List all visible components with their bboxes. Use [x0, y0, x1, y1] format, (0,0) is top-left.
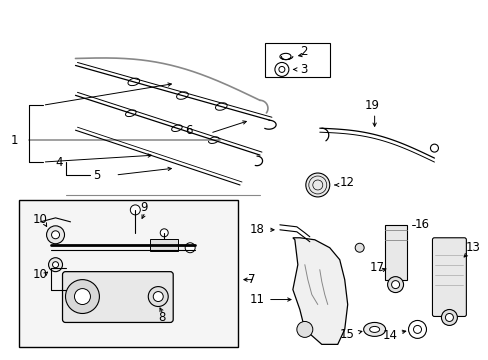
Text: 17: 17 — [369, 261, 384, 274]
Circle shape — [51, 231, 60, 239]
Ellipse shape — [171, 125, 182, 131]
Ellipse shape — [125, 110, 136, 117]
Bar — [264, 42, 329, 77]
Text: 16: 16 — [414, 218, 428, 231]
Ellipse shape — [176, 92, 188, 99]
Text: 11: 11 — [249, 293, 264, 306]
FancyBboxPatch shape — [431, 238, 466, 316]
Text: 10: 10 — [33, 213, 47, 226]
Circle shape — [445, 314, 452, 321]
Circle shape — [407, 320, 426, 338]
Ellipse shape — [215, 103, 227, 110]
Text: 10: 10 — [33, 268, 47, 281]
Text: 14: 14 — [382, 329, 397, 342]
Text: 13: 13 — [465, 241, 479, 254]
FancyBboxPatch shape — [62, 272, 173, 323]
Text: 6: 6 — [185, 124, 192, 137]
Ellipse shape — [363, 323, 385, 336]
Text: 5: 5 — [93, 168, 101, 181]
Text: 8: 8 — [158, 311, 165, 324]
Circle shape — [305, 173, 329, 197]
Bar — [19, 200, 238, 347]
Bar — [384, 225, 406, 280]
Circle shape — [153, 292, 163, 302]
Circle shape — [130, 205, 140, 215]
Text: 15: 15 — [339, 328, 354, 341]
Text: 7: 7 — [247, 273, 255, 286]
Circle shape — [278, 67, 285, 72]
Circle shape — [74, 289, 90, 305]
Circle shape — [148, 287, 168, 306]
Text: 1: 1 — [11, 134, 19, 147]
Circle shape — [160, 229, 168, 237]
Circle shape — [65, 280, 99, 314]
Ellipse shape — [208, 137, 219, 144]
Circle shape — [185, 243, 195, 253]
Text: 2: 2 — [299, 45, 307, 58]
Ellipse shape — [369, 327, 379, 332]
Circle shape — [274, 62, 288, 76]
Polygon shape — [292, 238, 347, 345]
Text: 12: 12 — [339, 176, 354, 189]
Bar — [150, 239, 178, 251]
Circle shape — [391, 280, 399, 289]
Circle shape — [429, 144, 438, 152]
Circle shape — [48, 258, 62, 272]
Text: 19: 19 — [364, 99, 379, 112]
Circle shape — [296, 321, 312, 337]
Ellipse shape — [354, 243, 364, 252]
Circle shape — [441, 310, 456, 325]
Circle shape — [413, 325, 421, 333]
Ellipse shape — [128, 78, 140, 86]
Text: 4: 4 — [56, 156, 63, 168]
Circle shape — [387, 276, 403, 293]
Text: 3: 3 — [299, 63, 306, 76]
Text: 9: 9 — [140, 201, 147, 215]
Circle shape — [46, 226, 64, 244]
Text: 18: 18 — [249, 223, 264, 236]
Circle shape — [52, 262, 59, 268]
